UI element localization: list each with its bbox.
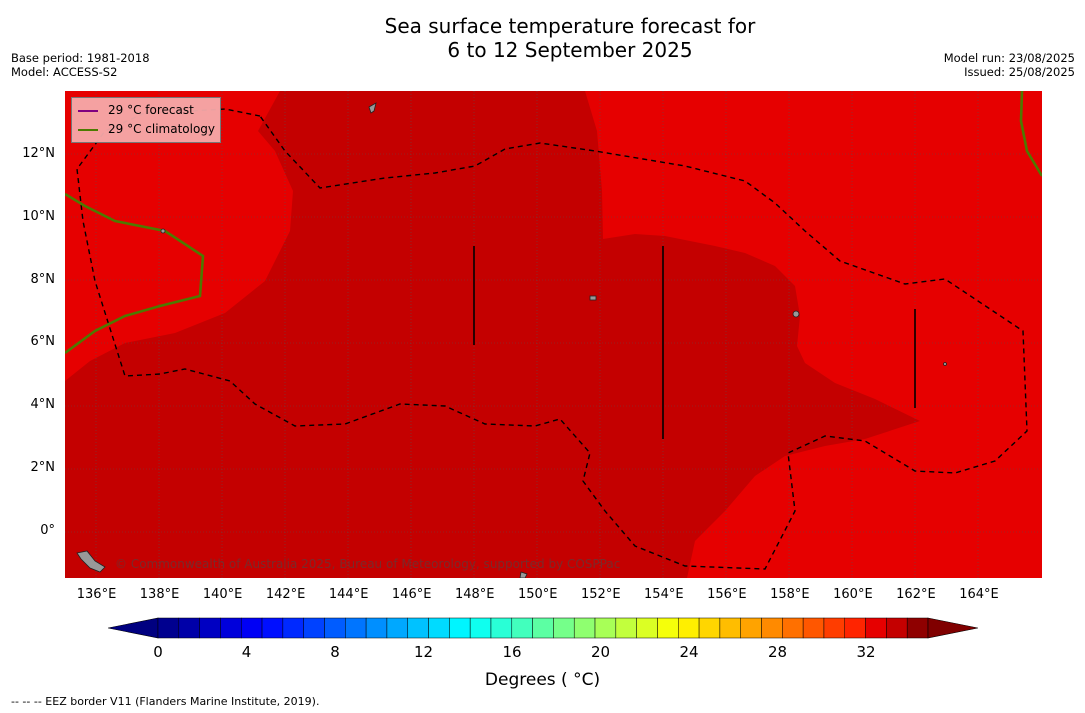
colorbar-cell: [906, 617, 929, 639]
eez-footnote: -- -- -- EEZ border V11 (Flanders Marine…: [11, 695, 320, 708]
colorbar-cell: [615, 617, 637, 639]
colorbar-tick-label: 32: [856, 643, 876, 661]
meta-right: Model run: 23/08/2025 Issued: 25/08/2025: [944, 51, 1075, 79]
colorbar-cell: [490, 617, 513, 639]
legend-climatology-line: [78, 128, 98, 131]
colorbar-tick-label: 28: [767, 643, 788, 661]
colorbar-tick-label: 20: [590, 643, 611, 661]
legend-forecast: 29 °C forecast: [78, 101, 215, 120]
lon-tick-label: 144°E: [328, 587, 369, 602]
model-run: Model run: 23/08/2025: [943, 51, 1075, 65]
base-period: Base period: 1981-2018: [11, 51, 150, 65]
lon-tick-label: 138°E: [139, 587, 180, 602]
colorbar-cell: [865, 617, 887, 639]
sst-map[interactable]: 29 °C forecast 29 °C climatology © Commo…: [65, 91, 1042, 578]
lat-tick-label: 8°N: [30, 271, 56, 287]
colorbar-cell: [823, 617, 846, 639]
colorbar-cell: [345, 617, 367, 639]
colorbar-cell: [178, 617, 200, 639]
map-canvas: [65, 91, 1042, 578]
colorbar-cell: [719, 617, 741, 639]
colorbar-cell: [782, 617, 804, 639]
lon-tick-label: 160°E: [833, 587, 873, 602]
colorbar-cell: [261, 617, 284, 639]
lon-tick-label: 140°E: [202, 587, 243, 602]
colorbar-cell: [365, 617, 388, 639]
colorbar-cell: [469, 617, 492, 639]
colorbar-tick-label: 4: [241, 643, 252, 661]
colorbar-tick-label: 0: [153, 643, 163, 661]
colorbar: [108, 617, 978, 639]
colorbar-cell: [220, 617, 242, 639]
colorbar-cell: [532, 617, 554, 639]
lon-tick-label: 150°E: [517, 587, 558, 602]
map-title: Sea surface temperature forecast for 6 t…: [0, 14, 1085, 62]
title-line-1: Sea surface temperature forecast for: [384, 14, 756, 38]
colorbar-cell: [428, 617, 450, 639]
colorbar-cell: [740, 617, 762, 639]
lon-tick-label: 158°E: [770, 587, 810, 602]
legend-climatology-label: 29 °C climatology: [108, 122, 216, 136]
colorbar-high-extend: [927, 617, 978, 639]
colorbar-cell: [761, 617, 783, 639]
colorbar-cell: [553, 617, 575, 639]
lon-tick-label: 136°E: [76, 587, 117, 602]
island-chain-lines: [473, 246, 916, 439]
climatology-29c-east: [1019, 91, 1042, 177]
title-line-2: 6 to 12 September 2025: [447, 38, 693, 62]
issued-date: Issued: 25/08/2025: [964, 65, 1075, 79]
lon-tick-label: 146°E: [391, 587, 432, 602]
colorbar-cell: [802, 617, 825, 639]
lon-tick-label: 164°E: [959, 587, 999, 602]
colorbar-cell: [303, 617, 325, 639]
colorbar-cell: [573, 617, 596, 639]
lon-tick-label: 148°E: [454, 587, 495, 602]
legend-climatology: 29 °C climatology: [78, 120, 215, 139]
lat-tick-label: 6°N: [30, 334, 56, 350]
colorbar-cell: [407, 617, 429, 639]
lat-tick-label: 4°N: [30, 397, 56, 413]
model-name: Model: ACCESS-S2: [11, 65, 118, 79]
climatology-29c-west: [65, 192, 205, 355]
colorbar-tick-label: 12: [413, 643, 434, 661]
colorbar-cell: [844, 617, 866, 639]
colorbar-cell: [324, 617, 346, 639]
lat-tick-label: 12°N: [22, 145, 55, 161]
colorbar-low-extend: [108, 617, 159, 639]
eez-border: [76, 108, 1028, 570]
colorbar-label: Degrees ( °C): [484, 670, 601, 690]
lon-tick-label: 162°E: [896, 587, 936, 602]
lon-tick-label: 142°E: [265, 587, 306, 602]
colorbar-cell: [511, 617, 533, 639]
colorbar-cell: [282, 617, 304, 639]
colorbar-cell: [698, 617, 721, 639]
legend-forecast-label: 29 °C forecast: [108, 103, 194, 117]
colorbar-cell: [386, 617, 408, 639]
colorbar-cell: [449, 617, 471, 639]
colorbar-cell: [678, 617, 700, 639]
colorbar-cell: [657, 617, 679, 639]
copyright-notice: © Commonwealth of Australia 2025, Bureau…: [115, 557, 621, 571]
sst-29-30-region: [65, 91, 920, 578]
lon-tick-label: 152°E: [581, 587, 621, 602]
meta-left: Base period: 1981-2018 Model: ACCESS-S2: [11, 51, 150, 79]
colorbar-tick-label: 24: [679, 643, 699, 661]
colorbar-cell: [157, 617, 180, 639]
land-islands: [76, 102, 947, 578]
map-legend: 29 °C forecast 29 °C climatology: [71, 97, 222, 143]
lat-tick-label: 10°N: [22, 208, 55, 224]
lat-tick-label: 2°N: [30, 460, 56, 476]
colorbar-cell: [636, 617, 658, 639]
lon-tick-label: 154°E: [644, 587, 684, 602]
colorbar-cell: [199, 617, 221, 639]
lon-tick-label: 156°E: [707, 587, 747, 602]
colorbar-cell: [886, 617, 908, 639]
colorbar-cell: [594, 617, 617, 639]
colorbar-tick-label: 16: [502, 643, 522, 661]
lat-tick-label: 0°: [40, 522, 55, 538]
colorbar-cell: [240, 617, 263, 639]
colorbar-tick-label: 8: [330, 643, 340, 661]
legend-forecast-line: [78, 109, 98, 112]
